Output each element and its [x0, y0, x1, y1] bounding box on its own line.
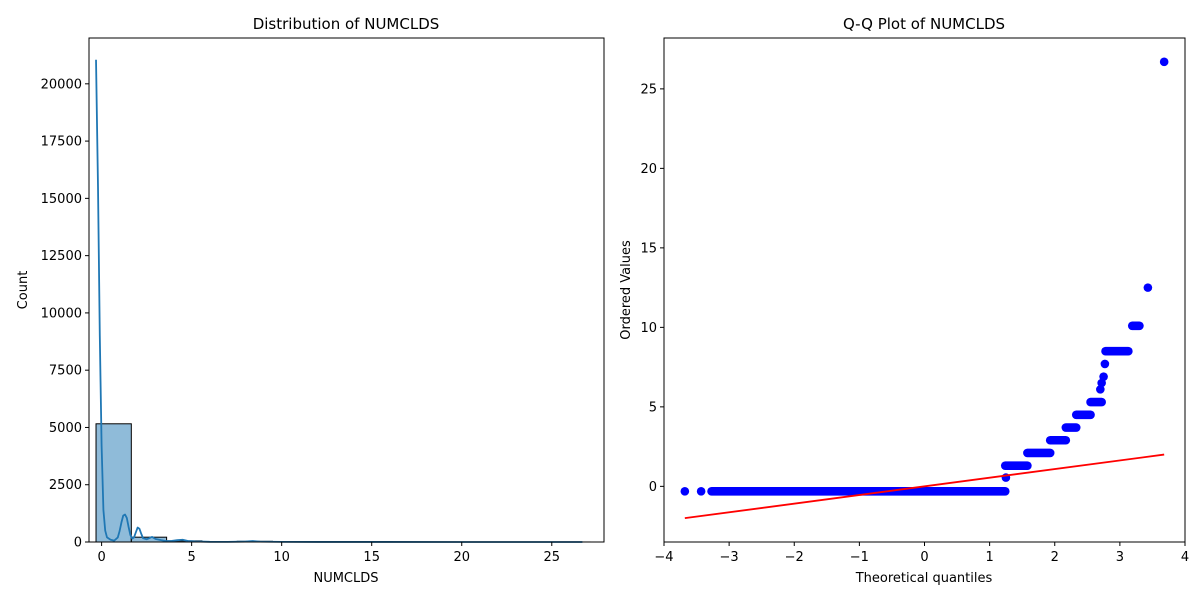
qq-y-ticks: 0 5 10 15 20 25 — [640, 82, 664, 495]
qq-x-tick-label: −2 — [785, 550, 804, 565]
histogram-x-label: NUMCLDS — [313, 571, 378, 586]
histogram-panel: Distribution of NUMCLDS 0 5 10 15 20 25 0 2500… — [16, 15, 605, 586]
histogram-x-tick-label: 5 — [187, 550, 195, 565]
qq-points — [680, 57, 1169, 496]
qq-x-ticks: −4 −3 −2 −1 0 1 2 3 4 — [654, 542, 1189, 565]
histogram-x-tick-label: 10 — [273, 550, 290, 565]
qq-point — [696, 486, 706, 496]
qq-point — [680, 486, 690, 496]
qq-x-tick-label: 3 — [1116, 550, 1124, 565]
histogram-y-tick-label: 17500 — [41, 135, 82, 150]
qq-point — [1143, 283, 1153, 292]
qq-x-tick-label: 0 — [920, 550, 928, 565]
qq-axes-frame — [663, 37, 1186, 543]
histogram-y-label: Count — [16, 271, 31, 310]
histogram-y-tick-label: 7500 — [49, 364, 82, 379]
qq-y-label: Ordered Values — [619, 240, 634, 340]
qq-plot-panel: Q-Q Plot of NUMCLDS −4 −3 −2 −1 0 1 2 3 4 0 5 10 15… — [619, 15, 1189, 586]
qq-y-tick-label: 15 — [640, 241, 657, 256]
histogram-x-tick-label: 15 — [363, 550, 380, 565]
histogram-title: Distribution of NUMCLDS — [253, 15, 440, 33]
qq-x-tick-label: −3 — [720, 550, 739, 565]
histogram-y-tick-label: 20000 — [41, 77, 82, 92]
histogram-axes-frame — [88, 37, 605, 543]
qq-x-tick-label: −1 — [850, 550, 869, 565]
qq-x-tick-label: 2 — [1051, 550, 1059, 565]
qq-y-tick-label: 0 — [649, 480, 657, 495]
qq-point — [1100, 359, 1110, 369]
histogram-y-tick-label: 5000 — [49, 421, 82, 436]
kde-layer — [95, 59, 583, 543]
qq-x-tick-label: 1 — [985, 550, 993, 565]
qq-x-tick-label: −4 — [654, 550, 673, 565]
histogram-y-ticks: 0 2500 5000 7500 10000 12500 15000 17500 20000 — [41, 77, 89, 551]
histogram-y-tick-label: 2500 — [49, 478, 82, 493]
qq-y-tick-label: 25 — [640, 82, 657, 97]
qq-y-tick-label: 5 — [649, 400, 657, 415]
histogram-x-ticks: 0 5 10 15 20 25 — [97, 542, 560, 565]
histogram-x-tick-label: 20 — [453, 550, 470, 565]
qq-fit-line-layer — [684, 453, 1165, 520]
qq-y-tick-label: 10 — [640, 321, 657, 336]
histogram-y-tick-label: 12500 — [41, 249, 82, 264]
histogram-y-tick-label: 10000 — [41, 306, 82, 321]
kde-curve — [95, 59, 583, 543]
qq-x-tick-label: 4 — [1181, 550, 1189, 565]
qq-y-tick-label: 20 — [640, 162, 657, 177]
qq-x-label: Theoretical quantiles — [855, 571, 993, 586]
qq-plot-title: Q-Q Plot of NUMCLDS — [843, 15, 1005, 33]
histogram-y-tick-label: 15000 — [41, 192, 82, 207]
qq-point — [1159, 57, 1169, 67]
qq-fit-line — [684, 453, 1165, 520]
histogram-y-tick-label: 0 — [74, 536, 82, 551]
qq-point — [1099, 372, 1108, 381]
histogram-x-tick-label: 25 — [544, 550, 561, 565]
histogram-x-tick-label: 0 — [97, 550, 105, 565]
